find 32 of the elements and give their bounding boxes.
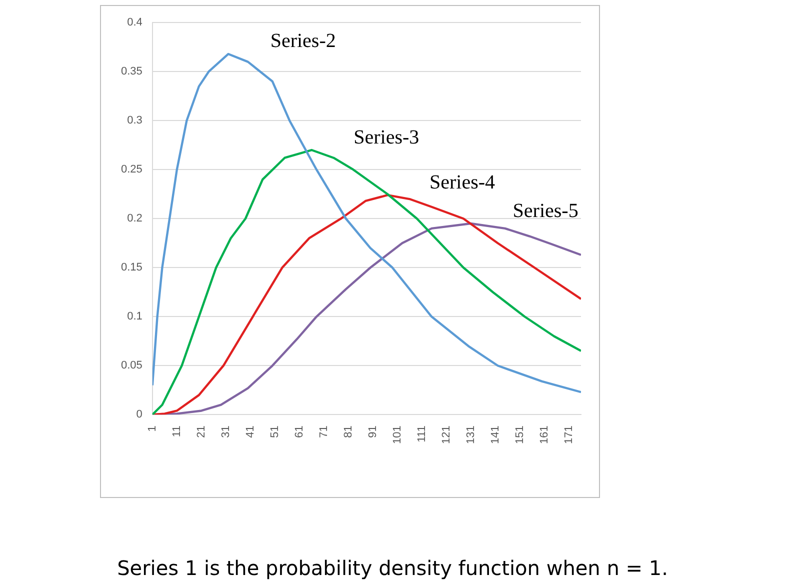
x-tick-label: 91 [366,426,379,438]
series-label: Series-3 [354,126,420,148]
x-tick-label: 1 [146,426,158,432]
series-label: Series-2 [270,30,336,52]
x-tick-label: 41 [244,426,256,438]
y-tick-label: 0.2 [127,212,142,225]
x-tick-label: 81 [342,426,354,438]
x-tick-label: 61 [293,426,306,438]
y-tick-label: 0.35 [120,66,142,78]
x-tick-label: 71 [318,426,330,438]
x-tick-label: 51 [268,426,281,438]
x-tick-label: 171 [562,426,575,444]
x-tick-label: 161 [538,426,550,444]
x-tick-label: 31 [220,426,232,438]
x-tick-label: 121 [440,426,452,444]
x-tick-label: 21 [195,426,208,438]
y-tick-label: 0.1 [127,310,142,323]
series-label: Series-5 [512,200,578,222]
text: Series 1 is the probability density function when n = 1. [116,556,669,580]
y-tick-label: 0.15 [120,262,142,274]
x-tick-label: 111 [416,426,428,442]
x-tick-label: 151 [514,426,526,444]
y-tick-label: 0.3 [127,114,142,127]
y-tick-label: 0.25 [120,164,142,176]
y-tick-label: 0.05 [120,360,142,372]
x-tick-label: 141 [489,426,502,444]
y-tick-label: 0 [136,408,142,421]
x-tick-label: 11 [170,426,183,438]
x-tick-label: 101 [391,426,404,444]
y-tick-label: 0.4 [127,16,142,29]
series-label: Series-4 [430,171,496,194]
x-tick-label: 131 [464,426,477,444]
